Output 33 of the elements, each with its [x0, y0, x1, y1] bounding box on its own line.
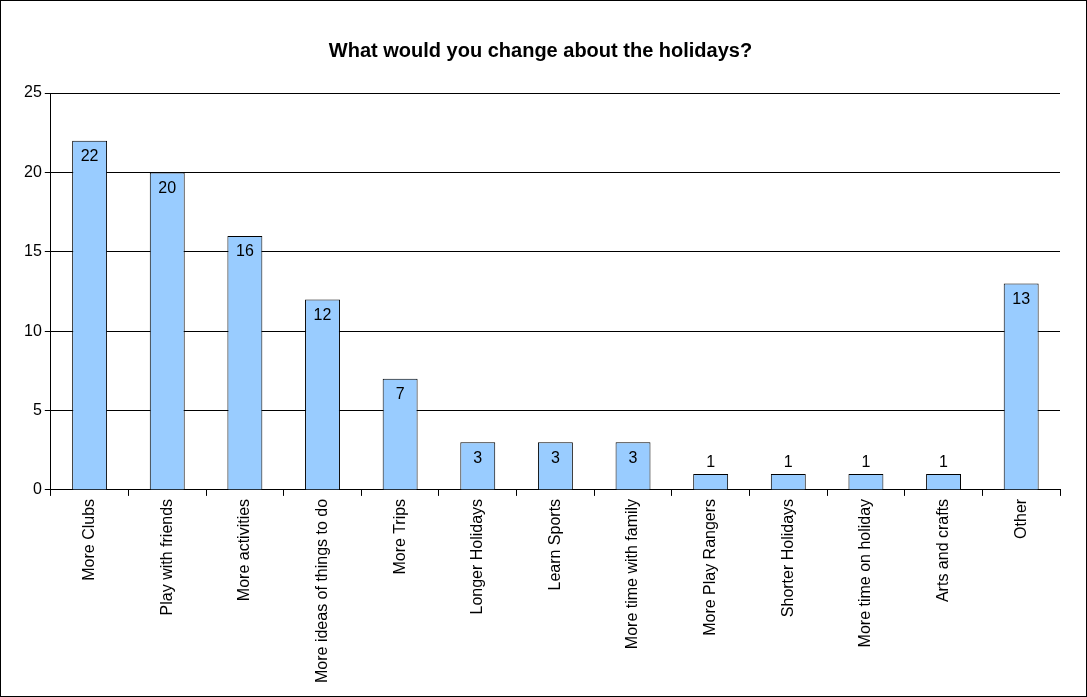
y-tick-label: 0 [32, 480, 42, 498]
x-tick-label: More Trips [390, 498, 408, 575]
data-label: 1 [939, 453, 949, 471]
data-label: 3 [550, 448, 560, 466]
data-label: 22 [80, 147, 99, 165]
x-tick-label: More ideas of things to do [312, 498, 330, 683]
y-tick-label: 15 [24, 242, 42, 260]
x-tick-label: More Clubs [80, 498, 98, 581]
x-tick-label: More Play Rangers [701, 498, 719, 636]
x-tick-label: Play with friends [157, 498, 175, 616]
data-label: 1 [783, 453, 793, 471]
y-tick-label: 5 [32, 400, 42, 418]
x-tick-label: Other [1011, 498, 1029, 539]
data-label: 20 [158, 178, 177, 196]
x-tick-label: Learn Sports [545, 498, 563, 591]
x-tick-label: More time on holiday [856, 498, 874, 648]
data-label: 1 [706, 453, 716, 471]
data-label: 3 [628, 448, 638, 466]
data-label: 3 [473, 448, 483, 466]
x-tick-label: Longer Holidays [468, 498, 486, 615]
x-tick-label: Shorter Holidays [778, 498, 796, 618]
chart-title: What would you change about the holidays? [328, 38, 753, 61]
x-tick-label: More activities [235, 498, 253, 602]
y-tick-label: 20 [24, 162, 42, 180]
data-label: 13 [1012, 289, 1031, 307]
y-tick-label: 25 [24, 83, 42, 101]
y-tick-label: 10 [24, 321, 42, 339]
data-label: 7 [395, 385, 405, 403]
x-tick-label: More time with family [623, 498, 641, 650]
data-label: 12 [313, 305, 332, 323]
data-label: 1 [861, 453, 871, 471]
x-tick-label: Arts and crafts [933, 498, 951, 603]
data-label: 16 [235, 242, 254, 260]
